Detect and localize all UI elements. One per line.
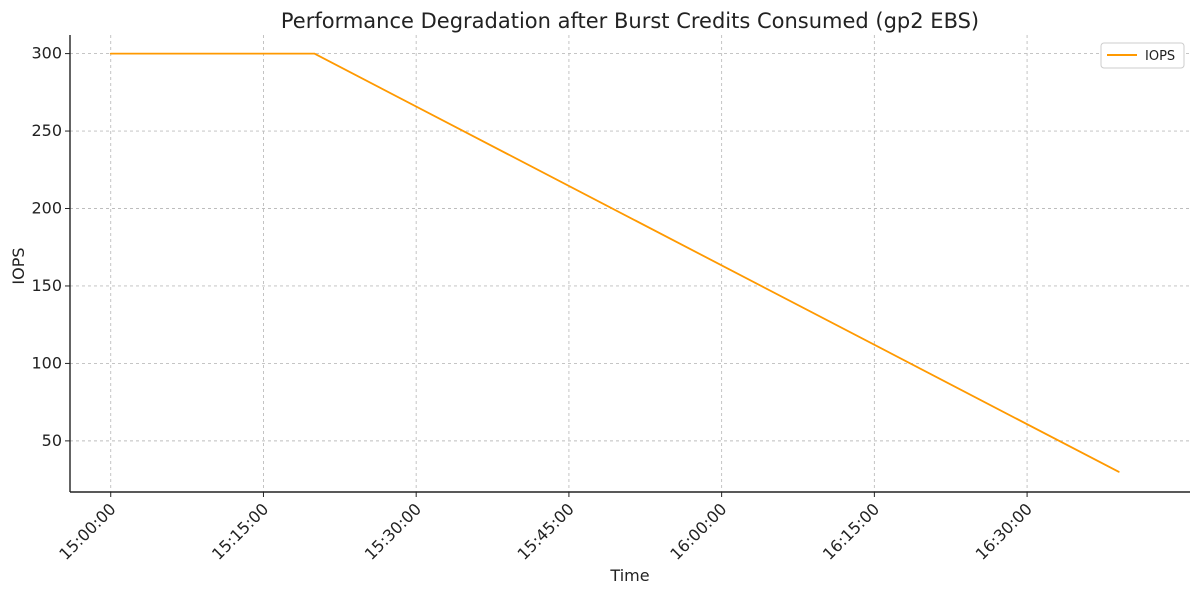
x-tick-label: 15:00:00 (55, 499, 119, 563)
y-tick-label: 250 (31, 121, 62, 140)
grid (70, 35, 1190, 492)
chart-title: Performance Degradation after Burst Cred… (281, 9, 979, 33)
x-axis-label: Time (609, 566, 649, 585)
x-tick-label: 15:15:00 (208, 499, 272, 563)
x-tick-label: 16:00:00 (666, 499, 730, 563)
y-tick-label: 100 (31, 353, 62, 372)
y-axis-label: IOPS (9, 247, 28, 284)
x-tick-label: 15:30:00 (361, 499, 425, 563)
series-line-iops (109, 52, 1120, 473)
y-tick-label: 200 (31, 199, 62, 218)
x-tick-label: 15:45:00 (513, 499, 577, 563)
series-layer (109, 52, 1120, 473)
y-tick-label: 50 (42, 431, 62, 450)
axes (69, 35, 1190, 493)
x-tick-label: 16:15:00 (819, 499, 883, 563)
y-tick-label: 300 (31, 44, 62, 63)
ticks: 15:00:00 15:15:00 15:30:00 15:45:00 16:00:00… (31, 44, 1035, 564)
y-tick-label: 150 (31, 276, 62, 295)
legend: IOPS (1100, 42, 1185, 69)
legend-box (1100, 42, 1185, 69)
legend-label: IOPS (1145, 49, 1175, 64)
x-tick-label: 16:30:00 (972, 499, 1036, 563)
